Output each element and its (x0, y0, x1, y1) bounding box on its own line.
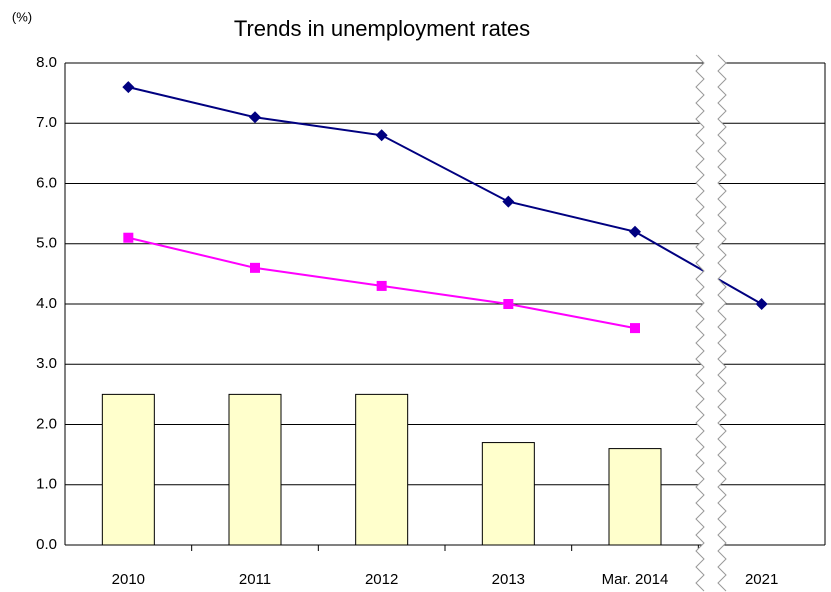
axis-break (696, 55, 726, 591)
marker (630, 323, 640, 334)
chart-title: Trends in unemployment rates (234, 16, 530, 41)
y-tick-label: 1.0 (36, 476, 57, 493)
x-tick-label: 2013 (492, 571, 525, 588)
axis-break-edge (695, 54, 705, 592)
marker (250, 262, 260, 273)
x-tick-label: 2011 (239, 571, 271, 588)
y-tick-label: 7.0 (36, 114, 57, 131)
bar (228, 393, 282, 546)
line (128, 86, 763, 305)
y-tick-label: 8.0 (36, 54, 57, 71)
bar (481, 442, 535, 546)
y-tick-label: 4.0 (36, 295, 57, 312)
bar (608, 448, 662, 546)
x-tick-label: Mar. 2014 (602, 571, 669, 588)
bar (101, 393, 155, 546)
marker (122, 81, 135, 94)
y-tick-label: 2.0 (36, 415, 57, 432)
marker (629, 225, 641, 238)
y-tick-label: 5.0 (36, 235, 57, 252)
y-tick-label: 6.0 (36, 174, 57, 191)
x-tick-label: 2021 (745, 571, 778, 588)
bar (355, 393, 409, 546)
marker (755, 298, 768, 310)
axis-break-edge (717, 54, 727, 592)
marker (503, 299, 514, 309)
marker (123, 232, 134, 243)
x-tick-label: 2010 (112, 571, 145, 588)
x-tick-label: 2012 (365, 571, 398, 588)
marker (249, 111, 261, 124)
marker (375, 129, 388, 142)
y-tick-label: 3.0 (36, 355, 57, 372)
y-tick-label: 0.0 (36, 536, 57, 553)
marker (376, 280, 387, 291)
y-axis-label: (%) (12, 9, 32, 24)
marker (502, 195, 515, 208)
